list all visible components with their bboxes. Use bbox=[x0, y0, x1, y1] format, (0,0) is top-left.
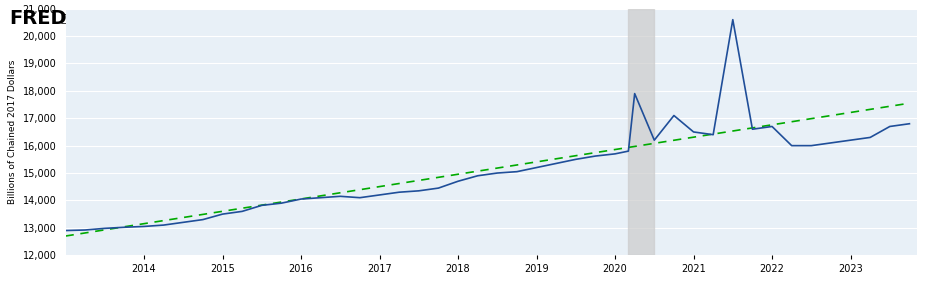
Text: 📈: 📈 bbox=[61, 14, 67, 24]
Y-axis label: Billions of Chained 2017 Dollars: Billions of Chained 2017 Dollars bbox=[8, 60, 17, 204]
Text: FRED: FRED bbox=[9, 9, 67, 28]
Text: Real Disposable Personal Income: Real Disposable Personal Income bbox=[112, 14, 285, 24]
Bar bbox=[628, 9, 654, 255]
